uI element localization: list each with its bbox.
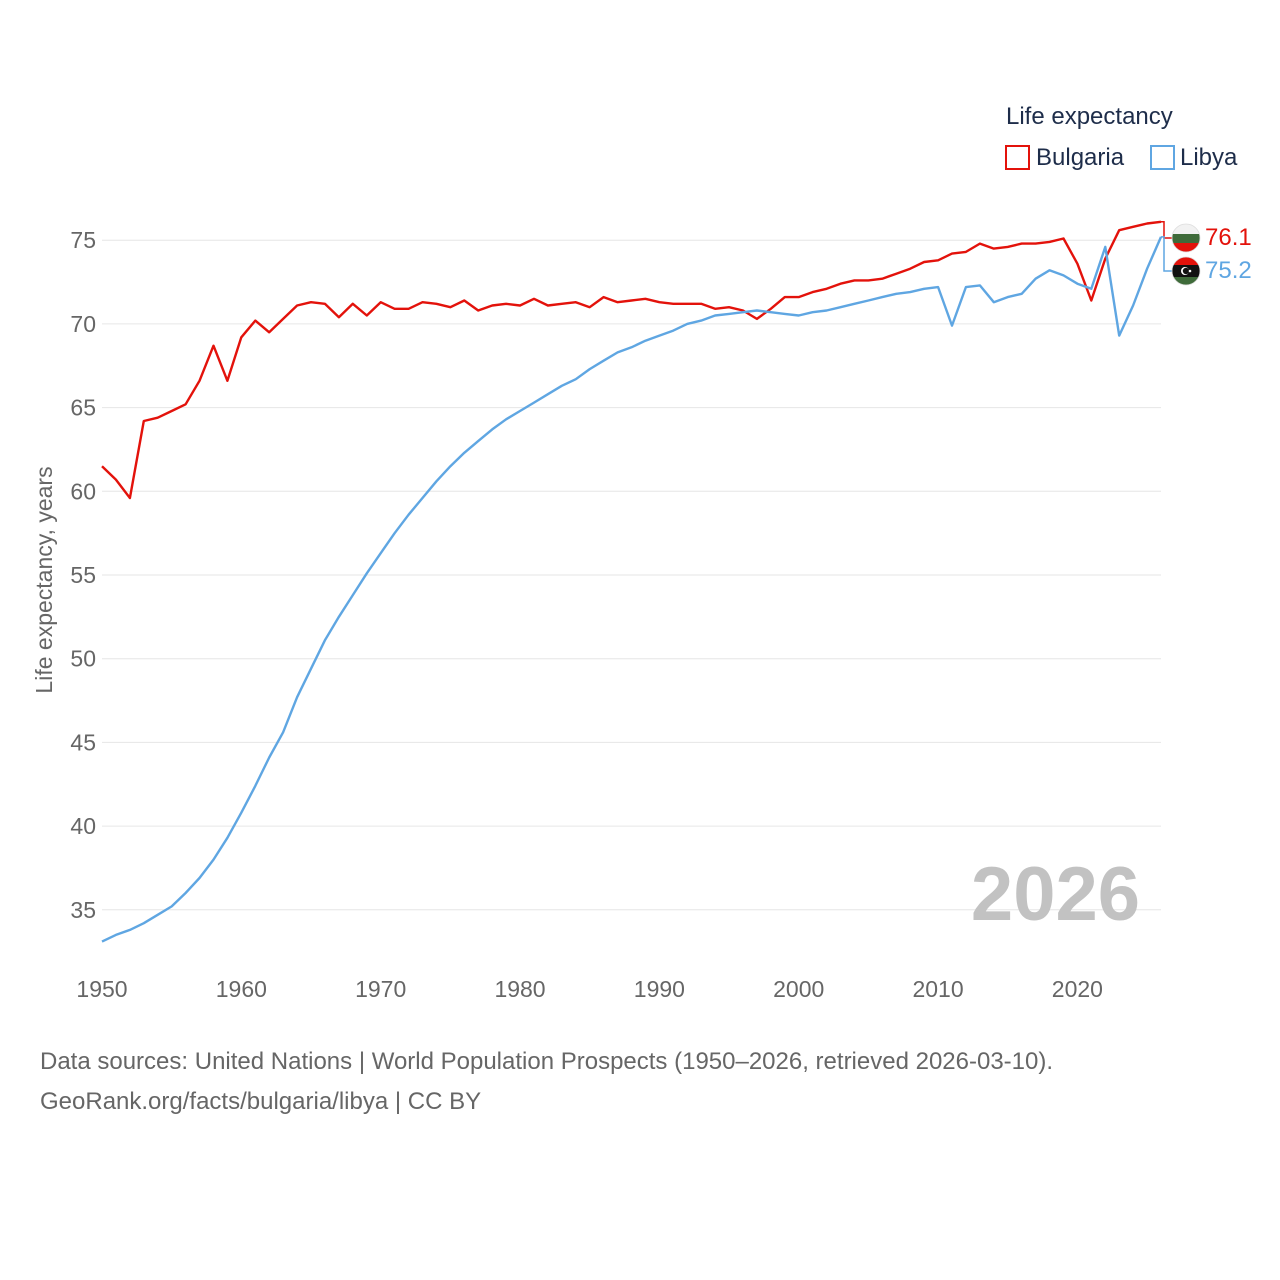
end-markers: 76.1 75.2 [1161, 221, 1252, 286]
source-credit: GeoRank.org/facts/bulgaria/libya | CC BY [40, 1088, 482, 1115]
y-tick-label: 45 [70, 729, 96, 755]
legend-swatch-bulgaria [1005, 145, 1030, 170]
y-tick-label: 35 [70, 897, 96, 923]
line-chart: 35 40 45 50 55 60 65 70 75 1950 1960 1970 1980 1990 2… [31, 103, 1252, 1002]
x-tick-label: 2010 [912, 976, 963, 1002]
y-tick-label: 55 [70, 562, 96, 588]
bulgaria-flag-icon [1171, 223, 1201, 253]
y-tick-label: 50 [70, 646, 96, 672]
series-line-libya [101, 236, 1163, 943]
x-tick-label: 2000 [773, 976, 824, 1002]
libya-flag-icon [1171, 256, 1201, 286]
legend-item-libya[interactable]: Libya [1150, 144, 1238, 171]
end-label-libya: 75.2 [1205, 257, 1252, 284]
x-tick-label: 1960 [216, 976, 267, 1002]
y-tick-label: 70 [70, 311, 96, 337]
legend: Life expectancy Bulgaria Libya [1005, 103, 1238, 171]
connector-libya [1161, 236, 1172, 272]
legend-label-libya: Libya [1180, 144, 1238, 171]
legend-label-bulgaria: Bulgaria [1036, 144, 1125, 171]
y-tick-label: 60 [70, 478, 96, 504]
series-line-bulgaria [101, 220, 1162, 500]
x-axis-ticks: 1950 1960 1970 1980 1990 2000 2010 2020 [76, 976, 1103, 1002]
y-tick-label: 75 [70, 227, 96, 253]
footer: Data sources: United Nations | World Pop… [40, 1042, 1260, 1122]
x-tick-label: 2020 [1052, 976, 1103, 1002]
x-tick-label: 1990 [634, 976, 685, 1002]
x-tick-label: 1950 [76, 976, 127, 1002]
y-axis-ticks: 35 40 45 50 55 60 65 70 75 [70, 227, 96, 923]
connector-bulgaria [1161, 221, 1172, 239]
y-tick-label: 65 [70, 395, 96, 421]
data-sources: Data sources: United Nations | World Pop… [40, 1048, 1054, 1075]
y-axis-title: Life expectancy, years [31, 466, 57, 693]
legend-item-bulgaria[interactable]: Bulgaria [1005, 144, 1125, 171]
legend-title: Life expectancy [1006, 103, 1173, 130]
legend-swatch-libya [1150, 145, 1175, 170]
y-tick-label: 40 [70, 813, 96, 839]
year-watermark: 2026 [971, 852, 1140, 937]
x-tick-label: 1970 [355, 976, 406, 1002]
x-tick-label: 1980 [494, 976, 545, 1002]
grid [102, 239, 1161, 911]
end-label-bulgaria: 76.1 [1205, 224, 1252, 251]
series-lines [101, 220, 1163, 943]
